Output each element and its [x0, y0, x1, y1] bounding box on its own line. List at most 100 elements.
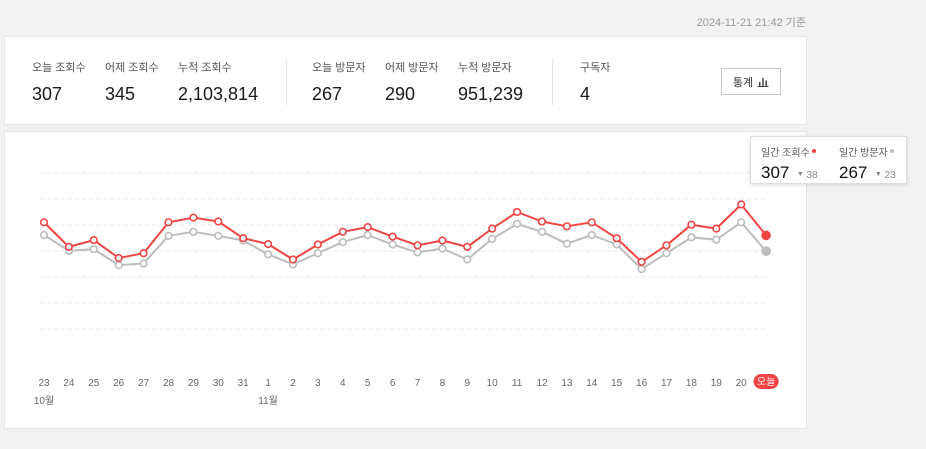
- data-point-visitors: [338, 237, 347, 247]
- month-label: 10월: [34, 395, 54, 407]
- divider: [552, 59, 553, 105]
- x-tick-label: 12: [536, 378, 548, 389]
- chart-tooltip: 일간 조회수 307 ▼ 38 일간 방문자 267 ▼ 23: [750, 136, 907, 184]
- x-tick-label: 30: [213, 378, 225, 389]
- data-point-visitors: [413, 248, 422, 257]
- data-point-views: [114, 253, 123, 263]
- x-tick-label: 18: [686, 378, 698, 389]
- x-tick-label: 7: [415, 378, 421, 389]
- series-line-views: [43, 203, 767, 263]
- stat-value: 345: [105, 84, 136, 104]
- data-point-visitors: [463, 255, 472, 264]
- data-point-views: [264, 239, 273, 249]
- data-point-visitors: [712, 235, 721, 244]
- bar-chart-icon: [757, 77, 769, 87]
- data-point-views: [612, 234, 621, 243]
- x-tick-label: 31: [238, 378, 250, 389]
- x-tick-label: 23: [38, 378, 50, 389]
- month-label: 11월: [258, 395, 278, 407]
- tooltip-visitors-delta: 23: [884, 170, 896, 181]
- stat-label: 누적 조회수: [178, 62, 232, 74]
- data-point-views: [488, 224, 497, 233]
- data-point-views: [189, 213, 198, 222]
- x-tick-label: 2: [290, 378, 296, 389]
- data-point-visitors: [114, 261, 123, 270]
- x-tick-label: 27: [138, 378, 150, 389]
- data-point-views: [637, 257, 646, 266]
- data-point-visitors: [139, 259, 148, 268]
- x-tick-label: 11: [512, 378, 523, 389]
- chart-card: [4, 131, 807, 429]
- x-tick-label: 14: [586, 378, 598, 389]
- stat-total-visitors: 누적 방문자 951,239: [458, 59, 523, 105]
- x-tick-label: 17: [661, 378, 673, 389]
- data-point-visitors: [488, 234, 497, 243]
- data-point-visitors: [214, 231, 223, 240]
- x-tick-label: 5: [365, 378, 371, 389]
- x-tick-label: 10: [487, 378, 499, 389]
- data-point-visitors: [438, 244, 447, 253]
- data-point-visitors: [363, 230, 372, 240]
- data-point-visitors: [164, 231, 173, 240]
- stat-today-views: 오늘 조회수 307: [32, 59, 86, 105]
- data-point-views: [139, 249, 148, 258]
- data-point-views: [363, 222, 372, 232]
- stat-yesterday-views: 어제 조회수 345: [105, 59, 159, 105]
- x-tick-label: 9: [465, 378, 471, 389]
- stat-yesterday-visitors: 어제 방문자 290: [385, 59, 439, 105]
- stat-value: 307: [32, 84, 63, 104]
- x-tick-label: 8: [440, 378, 446, 389]
- data-point-visitors: [189, 227, 198, 236]
- stat-today-visitors: 오늘 방문자 267: [312, 59, 366, 105]
- triangle-down-icon: ▼: [874, 171, 882, 178]
- x-tick-label: 25: [88, 378, 100, 389]
- x-tick-label: 13: [561, 378, 573, 389]
- data-point-views: [214, 217, 223, 226]
- tooltip-views-label: 일간 조회수: [761, 148, 810, 159]
- data-point-visitors: [512, 219, 522, 228]
- data-point-visitors: [587, 230, 596, 240]
- data-point-visitors: [737, 218, 746, 227]
- data-point-visitors: [264, 250, 273, 259]
- data-point-views: [164, 218, 173, 227]
- data-point-visitors: [39, 230, 49, 240]
- x-tick-label: 15: [611, 378, 623, 389]
- tooltip-visitors-label: 일간 방문자: [839, 148, 888, 159]
- series-line-visitors: [43, 221, 767, 271]
- data-point-visitors: [537, 227, 547, 236]
- stat-label: 오늘 방문자: [312, 62, 366, 74]
- data-point-views: [239, 234, 248, 243]
- x-tick-label: 20: [736, 378, 748, 389]
- data-point-visitors: [761, 246, 771, 256]
- data-point-visitors: [637, 265, 646, 274]
- tooltip-views-delta: 38: [806, 170, 818, 181]
- data-point-views: [512, 207, 522, 217]
- data-point-views: [587, 218, 596, 227]
- data-point-views: [64, 242, 73, 251]
- stat-value: 4: [580, 84, 591, 104]
- stats-button[interactable]: 통계: [721, 68, 781, 95]
- data-point-views: [463, 242, 472, 251]
- data-point-visitors: [388, 240, 397, 249]
- red-dot-icon: [811, 149, 816, 153]
- stat-label: 어제 방문자: [385, 62, 439, 74]
- data-point-visitors: [562, 239, 572, 248]
- stat-subscribers: 구독자 4: [580, 59, 610, 105]
- x-tick-label: 4: [340, 378, 346, 389]
- data-point-views: [338, 227, 347, 236]
- stat-value: 2,103,814: [178, 84, 259, 104]
- x-tick-label: 29: [188, 378, 200, 389]
- data-point-views: [687, 220, 696, 229]
- data-point-views: [761, 230, 771, 241]
- data-point-visitors: [662, 249, 671, 258]
- gray-dot-icon: [889, 149, 894, 153]
- stat-label: 누적 방문자: [458, 62, 512, 74]
- x-tick-label: 24: [63, 378, 75, 389]
- data-point-views: [288, 255, 298, 264]
- data-point-visitors: [687, 233, 696, 242]
- stat-value: 290: [385, 84, 416, 104]
- triangle-down-icon: ▼: [796, 171, 804, 178]
- data-point-visitors: [313, 249, 323, 258]
- x-tick-label: 6: [390, 378, 396, 389]
- data-point-views: [662, 241, 671, 250]
